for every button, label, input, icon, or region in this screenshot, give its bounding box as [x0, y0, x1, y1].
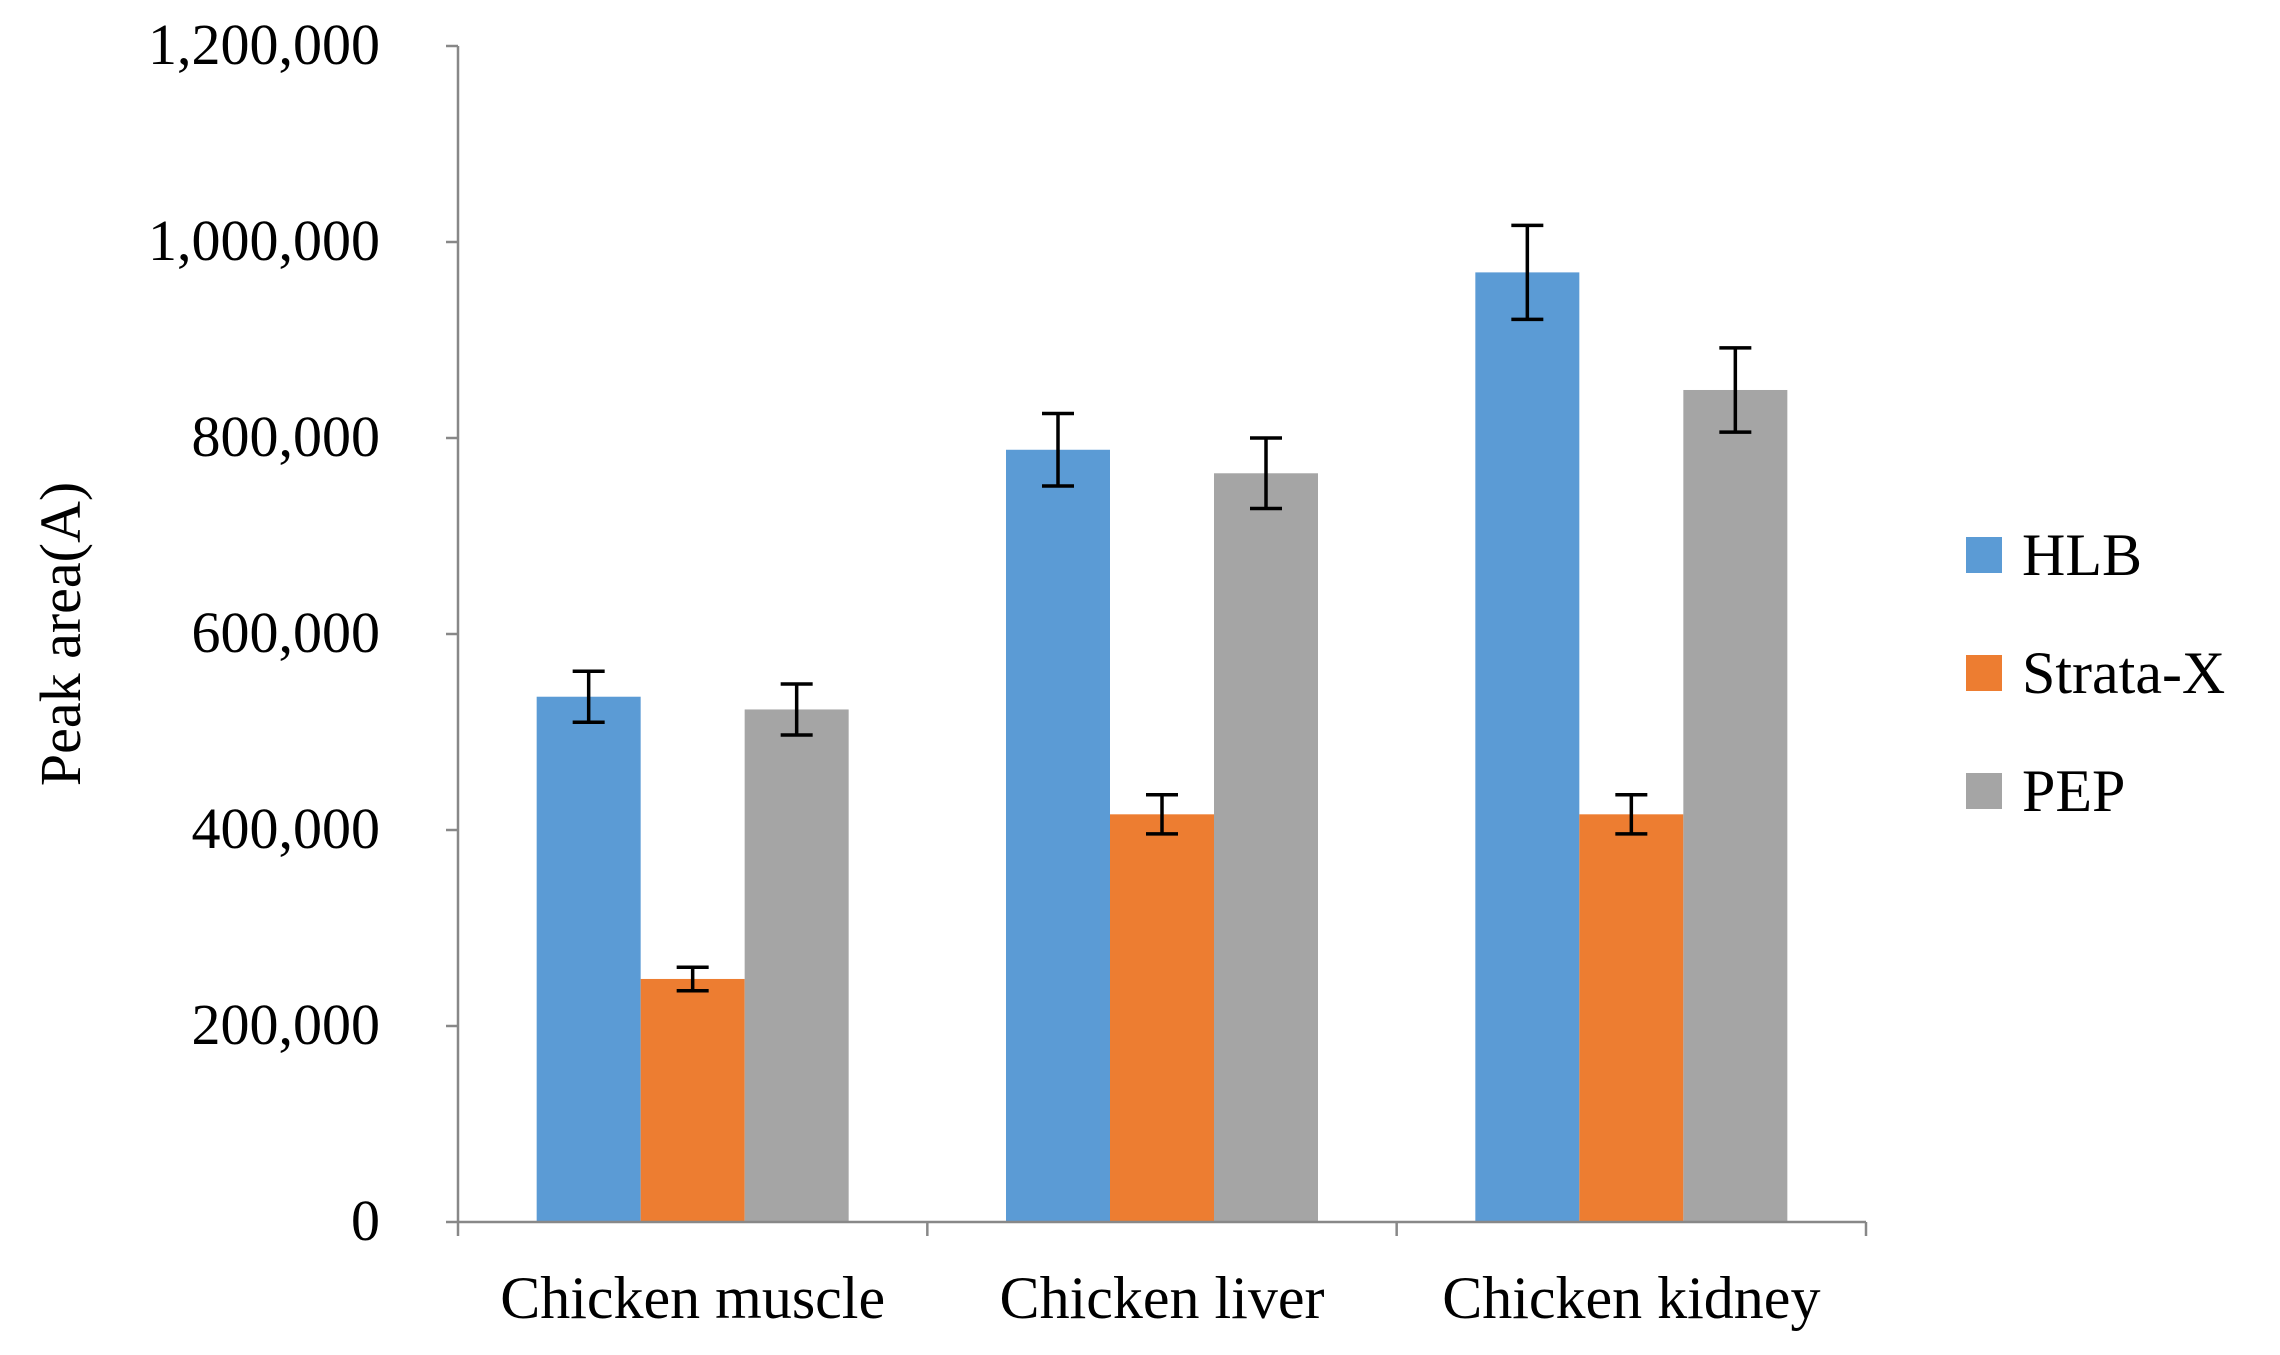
legend-swatch-strata-x	[1966, 655, 2002, 691]
y-tick-labels: 0 200,000 400,000 600,000 800,000 1,000,000 1,…	[148, 12, 380, 1253]
legend-label-strata-x: Strata-X	[2022, 640, 2225, 706]
bar-hlb-3	[1475, 272, 1580, 1222]
bar-hlb-2	[1006, 449, 1110, 1222]
x-category-labels: Chicken muscle Chicken liver Chicken kidne…	[500, 1265, 1820, 1331]
legend-label-hlb: HLB	[2022, 522, 2142, 588]
legend-swatch-hlb	[1966, 537, 2002, 573]
axes-layer	[446, 44, 1868, 1236]
bar-strata-x-2	[1110, 814, 1214, 1222]
x-category-label: Chicken kidney	[1442, 1265, 1820, 1331]
bar-hlb-1	[536, 696, 641, 1222]
bar-pep-3	[1683, 389, 1788, 1223]
y-tick-label: 200,000	[192, 992, 381, 1057]
bar-strata-x-3	[1579, 814, 1684, 1222]
bar-pep-1	[744, 709, 849, 1222]
error-bars-layer	[572, 223, 1752, 993]
legend-label-pep: PEP	[2022, 758, 2125, 824]
y-tick-label: 1,000,000	[148, 208, 380, 273]
y-tick-label: 400,000	[192, 796, 381, 861]
x-category-label: Chicken liver	[1000, 1265, 1325, 1331]
legend-swatch-pep	[1966, 773, 2002, 809]
y-tick-label: 600,000	[192, 600, 381, 665]
bar-strata-x-1	[640, 978, 745, 1222]
bar-pep-2	[1214, 473, 1318, 1222]
y-tick-label: 800,000	[192, 404, 381, 469]
y-tick-label: 0	[351, 1188, 380, 1253]
legend: HLB Strata-X PEP	[1966, 522, 2225, 824]
x-category-label: Chicken muscle	[500, 1265, 885, 1331]
bars-layer	[536, 272, 1788, 1223]
y-axis-title: Peak area(A)	[28, 482, 93, 786]
y-tick-label: 1,200,000	[148, 12, 380, 77]
